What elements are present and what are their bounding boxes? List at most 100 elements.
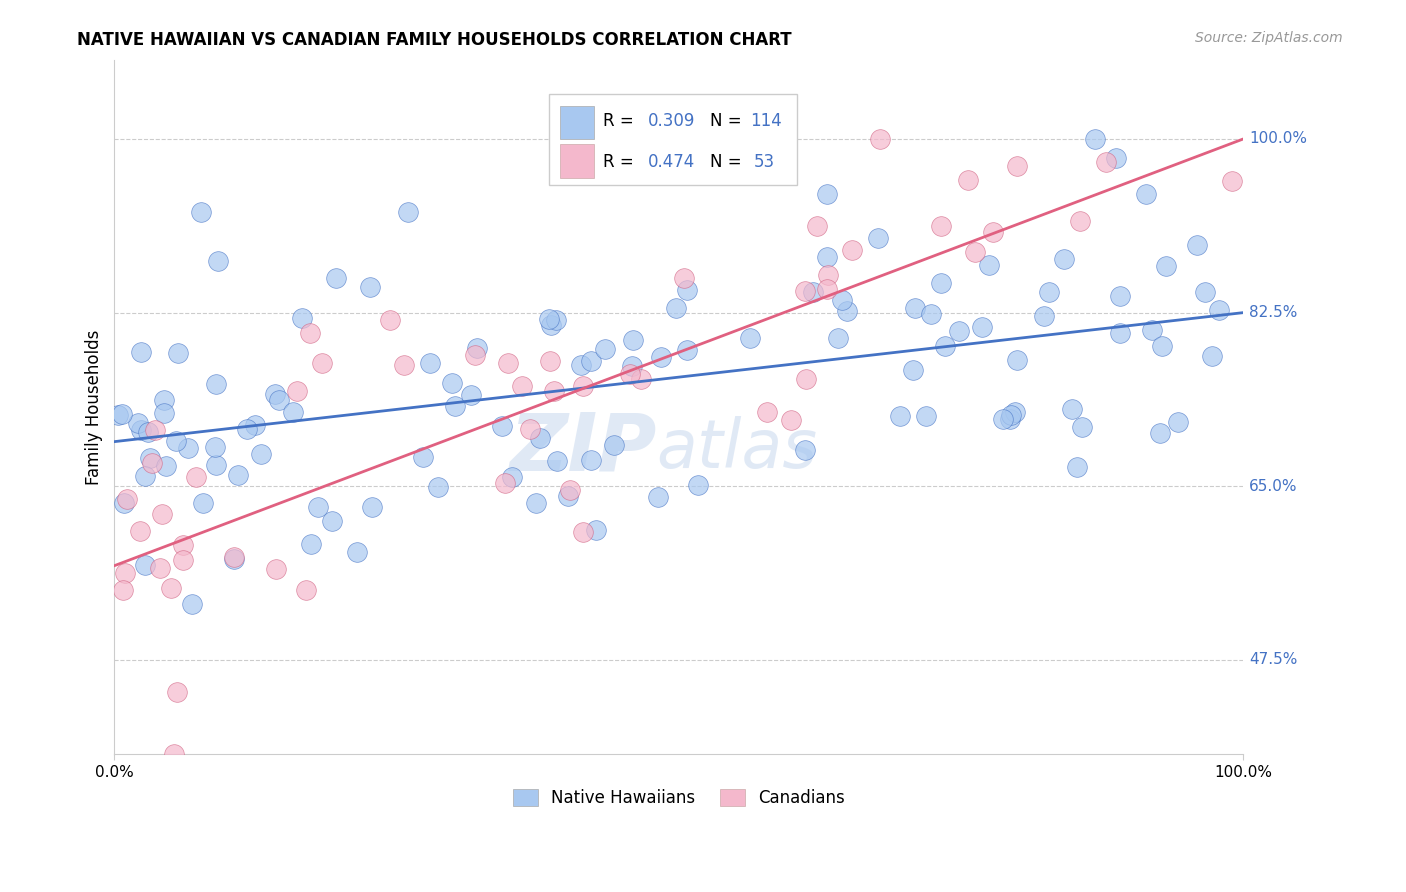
Point [841, 243, 863, 257]
Point [579, 354, 602, 368]
Point [1032, 310, 1054, 324]
Point [686, 478, 709, 492]
Point [464, 348, 486, 362]
Point [540, 318, 562, 332]
Point [538, 353, 561, 368]
Point [172, 553, 194, 567]
Point [307, 500, 329, 514]
Point [948, 324, 970, 338]
Point [889, 409, 911, 423]
Point [441, 376, 464, 390]
Point [868, 230, 890, 244]
Point [150, 507, 173, 521]
Point [299, 537, 322, 551]
Point [134, 468, 156, 483]
Text: 65.0%: 65.0% [1249, 479, 1298, 494]
Point [143, 423, 166, 437]
Point [676, 283, 699, 297]
Point [817, 268, 839, 282]
Point [827, 331, 849, 345]
Point [267, 392, 290, 407]
FancyBboxPatch shape [560, 145, 595, 178]
Point [176, 441, 198, 455]
Text: 82.5%: 82.5% [1249, 305, 1298, 320]
Point [1140, 323, 1163, 337]
Point [579, 453, 602, 467]
Point [1104, 151, 1126, 165]
Point [621, 333, 644, 347]
Point [311, 356, 333, 370]
Text: 53: 53 [754, 153, 775, 170]
Point [965, 244, 987, 259]
Text: R =: R = [603, 112, 640, 130]
Point [419, 356, 441, 370]
Point [934, 338, 956, 352]
Point [815, 250, 838, 264]
Text: N =: N = [710, 112, 747, 130]
Point [111, 407, 134, 421]
Point [163, 747, 186, 762]
Point [360, 500, 382, 515]
Text: 47.5%: 47.5% [1249, 652, 1298, 667]
Point [780, 413, 803, 427]
Point [1000, 408, 1022, 422]
Point [152, 392, 174, 407]
Point [991, 412, 1014, 426]
Point [569, 358, 592, 372]
Text: 114: 114 [749, 112, 782, 130]
Point [817, 186, 839, 201]
Point [1185, 237, 1208, 252]
Point [129, 345, 152, 359]
Point [794, 442, 817, 457]
Point [153, 406, 176, 420]
Point [136, 425, 159, 440]
Point [1154, 259, 1177, 273]
Point [630, 372, 652, 386]
Point [494, 476, 516, 491]
Text: atlas: atlas [657, 416, 817, 482]
Point [134, 558, 156, 572]
Point [537, 312, 560, 326]
Point [291, 311, 314, 326]
Point [139, 451, 162, 466]
Point [460, 388, 482, 402]
Point [250, 447, 273, 461]
Point [501, 470, 523, 484]
Point [325, 271, 347, 285]
Point [222, 549, 245, 564]
Point [266, 562, 288, 576]
Point [264, 387, 287, 401]
Point [621, 359, 644, 373]
Point [1070, 419, 1092, 434]
FancyBboxPatch shape [548, 95, 797, 185]
Point [396, 205, 419, 219]
Point [184, 470, 207, 484]
Text: 0.474: 0.474 [648, 153, 696, 170]
Point [981, 225, 1004, 239]
Point [114, 566, 136, 580]
Y-axis label: Family Households: Family Households [86, 329, 103, 484]
Point [155, 459, 177, 474]
Point [359, 280, 381, 294]
Point [1038, 285, 1060, 299]
Point [245, 418, 267, 433]
Point [166, 345, 188, 359]
Point [977, 258, 1000, 272]
Point [465, 341, 488, 355]
Point [295, 583, 318, 598]
Text: 100.0%: 100.0% [1249, 131, 1306, 146]
Point [585, 523, 607, 537]
Point [572, 378, 595, 392]
Text: ZIP: ZIP [509, 409, 657, 488]
Point [1109, 326, 1132, 341]
Point [205, 458, 228, 472]
Point [498, 356, 520, 370]
Point [149, 561, 172, 575]
Point [204, 377, 226, 392]
Point [755, 405, 778, 419]
Point [665, 301, 688, 315]
Point [738, 331, 761, 345]
Point [956, 173, 979, 187]
Point [224, 551, 246, 566]
Legend: Native Hawaiians, Canadians: Native Hawaiians, Canadians [505, 780, 853, 815]
